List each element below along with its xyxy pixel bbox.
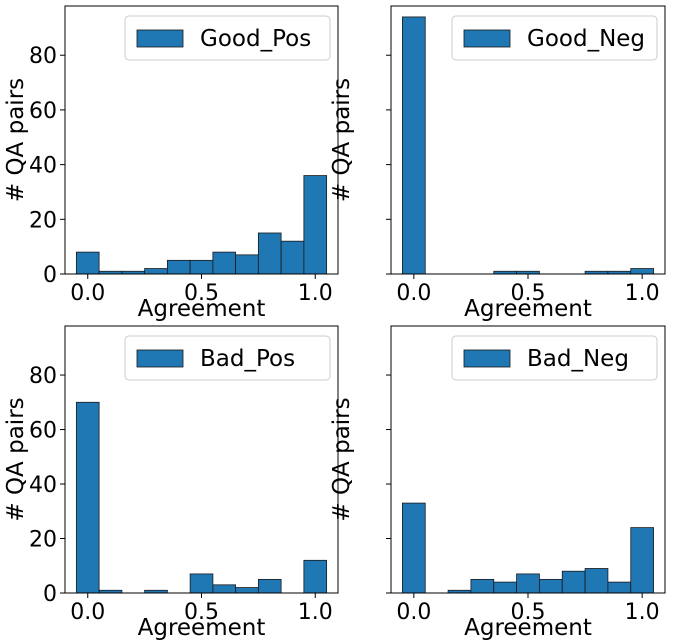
bar <box>189 259 214 275</box>
x-tick-label: 0.0 <box>70 281 105 306</box>
y-tick-label: 20 <box>29 528 57 553</box>
x-axis-label: Agreement <box>138 296 266 322</box>
bar <box>75 251 100 275</box>
bar <box>212 251 237 275</box>
y-tick-label: 60 <box>29 99 57 124</box>
subplot-good-pos: 0.0 0.5 1.0 0 20 40 60 80 Agreement # QA pairs Goo… <box>3 5 339 322</box>
x-tick-label: 1.0 <box>625 600 660 625</box>
legend-swatch <box>463 349 511 368</box>
legend: Good_Pos <box>124 15 331 61</box>
subplot-bad-pos: 0.0 0.5 1.0 0 20 40 60 80 Agreement # QA pairs Bad… <box>3 325 339 641</box>
legend: Bad_Neg <box>451 335 658 381</box>
y-axis-label: # QA pairs <box>3 397 29 521</box>
x-tick-label: 0.0 <box>396 281 431 306</box>
y-tick-label: 60 <box>29 419 57 444</box>
bar <box>516 573 540 594</box>
bar <box>493 581 517 594</box>
legend-swatch <box>136 349 184 368</box>
legend-box <box>451 15 658 61</box>
x-tick-label: 0.5 <box>511 600 546 625</box>
legend: Bad_Pos <box>124 335 331 381</box>
x-tick-label: 1.0 <box>298 600 333 625</box>
bar <box>402 502 426 594</box>
y-axis-label: # QA pairs <box>3 78 29 202</box>
x-tick-label: 0.5 <box>184 600 219 625</box>
bar <box>75 401 100 594</box>
y-tick-label: 80 <box>29 364 57 389</box>
x-tick-label: 0.0 <box>396 600 431 625</box>
legend-box <box>124 15 331 61</box>
x-tick-label: 1.0 <box>298 281 333 306</box>
legend-box <box>124 335 331 381</box>
legend-label: Good_Neg <box>527 26 645 52</box>
bar <box>257 232 282 275</box>
bar <box>235 587 259 594</box>
x-axis-label: Agreement <box>464 296 592 322</box>
bar <box>539 578 563 594</box>
bar <box>303 559 328 594</box>
legend-label: Bad_Neg <box>527 346 629 372</box>
bar <box>303 175 328 275</box>
y-axis-label: # QA pairs <box>329 78 355 202</box>
x-tick-label: 0.5 <box>511 281 546 306</box>
bar <box>402 16 426 275</box>
y-axis-label: # QA pairs <box>329 397 355 521</box>
x-tick-label: 0.0 <box>70 600 105 625</box>
bar <box>166 259 191 275</box>
legend: Good_Neg <box>451 15 658 61</box>
y-tick-label: 80 <box>29 44 57 69</box>
bar <box>280 240 305 275</box>
x-tick-label: 0.5 <box>184 281 219 306</box>
bar <box>584 568 609 594</box>
legend-label: Good_Pos <box>200 26 311 52</box>
subplot-good-neg: 0.0 0.5 1.0 Agreement # QA pairs Good_Neg <box>329 5 666 322</box>
bar <box>470 578 495 594</box>
bar <box>235 254 259 275</box>
y-tick-label: 40 <box>29 154 57 179</box>
subplot-bad-neg: 0.0 0.5 1.0 Agreement # QA pairs Bad_Neg <box>329 325 666 641</box>
y-tick-label: 20 <box>29 208 57 233</box>
y-tick-label: 40 <box>29 473 57 498</box>
bar <box>144 268 168 275</box>
bar <box>257 578 282 594</box>
legend-swatch <box>463 29 511 48</box>
bar <box>561 570 586 594</box>
x-axis-label: Agreement <box>138 615 266 641</box>
x-axis-label: Agreement <box>464 615 592 641</box>
bar <box>212 584 237 594</box>
bar <box>607 581 632 594</box>
legend-label: Bad_Pos <box>200 346 295 372</box>
x-tick-label: 1.0 <box>625 281 660 306</box>
y-tick-label: 0 <box>43 263 57 288</box>
bar <box>630 268 654 275</box>
bar <box>189 573 214 594</box>
legend-box <box>451 335 658 381</box>
bar <box>630 527 654 594</box>
y-tick-label: 0 <box>43 582 57 607</box>
legend-swatch <box>136 29 184 48</box>
